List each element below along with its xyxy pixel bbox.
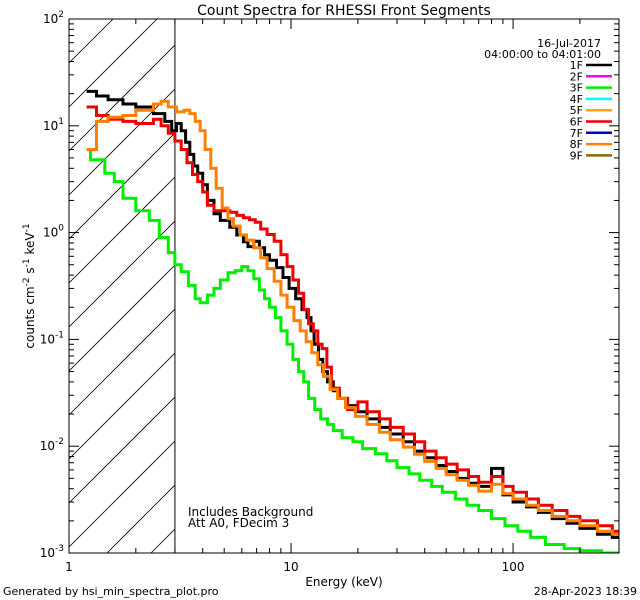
hatch-line (69, 396, 176, 504)
hatch-line (69, 308, 176, 416)
y-tick-label: 101 (43, 117, 64, 133)
y-axis-label: counts cm-2 s-1 keV-1 (22, 223, 37, 348)
series-layer (86, 89, 619, 553)
legend-label: 7F (570, 127, 583, 140)
hatch-line (69, 176, 176, 284)
legend-label: 2F (570, 70, 583, 83)
series-3F (89, 149, 619, 553)
legend-label: 5F (570, 104, 583, 117)
legend-label: 4F (570, 93, 583, 106)
chart-title: Count Spectra for RHESSI Front Segments (197, 3, 491, 19)
hatch-line (69, 264, 176, 372)
plot-frame (68, 18, 620, 554)
hatch-line (69, 88, 176, 196)
hatch-line (150, 528, 176, 553)
footer-timestamp: 28-Apr-2023 18:39 (534, 585, 637, 598)
legend-label: 8F (570, 138, 583, 151)
background-annotation: Includes Background (188, 505, 313, 519)
attenuator-annotation: Att A0, FDecim 3 (188, 516, 289, 530)
y-tick-label: 100 (43, 224, 64, 240)
time-range-label: 04:00:00 to 04:01:00 (484, 48, 601, 61)
legend-label: 1F (570, 59, 583, 72)
x-tick-label: 100 (502, 560, 525, 574)
x-axis-ticks: 1 10 100 (65, 19, 620, 574)
hatch-line (69, 19, 158, 108)
hatch-line (69, 44, 176, 152)
y-tick-label: 102 (43, 10, 64, 26)
series-1F (86, 89, 619, 539)
y-axis-ticks: 10-3 10-2 10-1 100 101 102 (40, 10, 619, 560)
footer-generated-by: Generated by hsi_min_spectra_plot.pro (3, 585, 219, 598)
x-axis-label: Energy (keV) (305, 575, 382, 589)
series-6F (86, 105, 619, 533)
legend-label: 3F (570, 82, 583, 95)
y-tick-label: 10-2 (40, 437, 64, 453)
hatch-line (69, 19, 114, 64)
legend-label: 9F (570, 149, 583, 162)
legend-label: 6F (570, 116, 583, 129)
x-tick-label: 1 (65, 560, 73, 574)
hatch-line (106, 484, 176, 553)
date-label: 16-Jul-2017 (537, 37, 601, 50)
hatch-line (69, 352, 176, 460)
y-tick-label: 10-3 (40, 544, 64, 560)
hatch-line (69, 440, 176, 548)
x-tick-label: 10 (283, 560, 298, 574)
hatch-line (69, 220, 176, 328)
series-8F (86, 99, 619, 536)
y-tick-label: 10-1 (40, 330, 64, 346)
